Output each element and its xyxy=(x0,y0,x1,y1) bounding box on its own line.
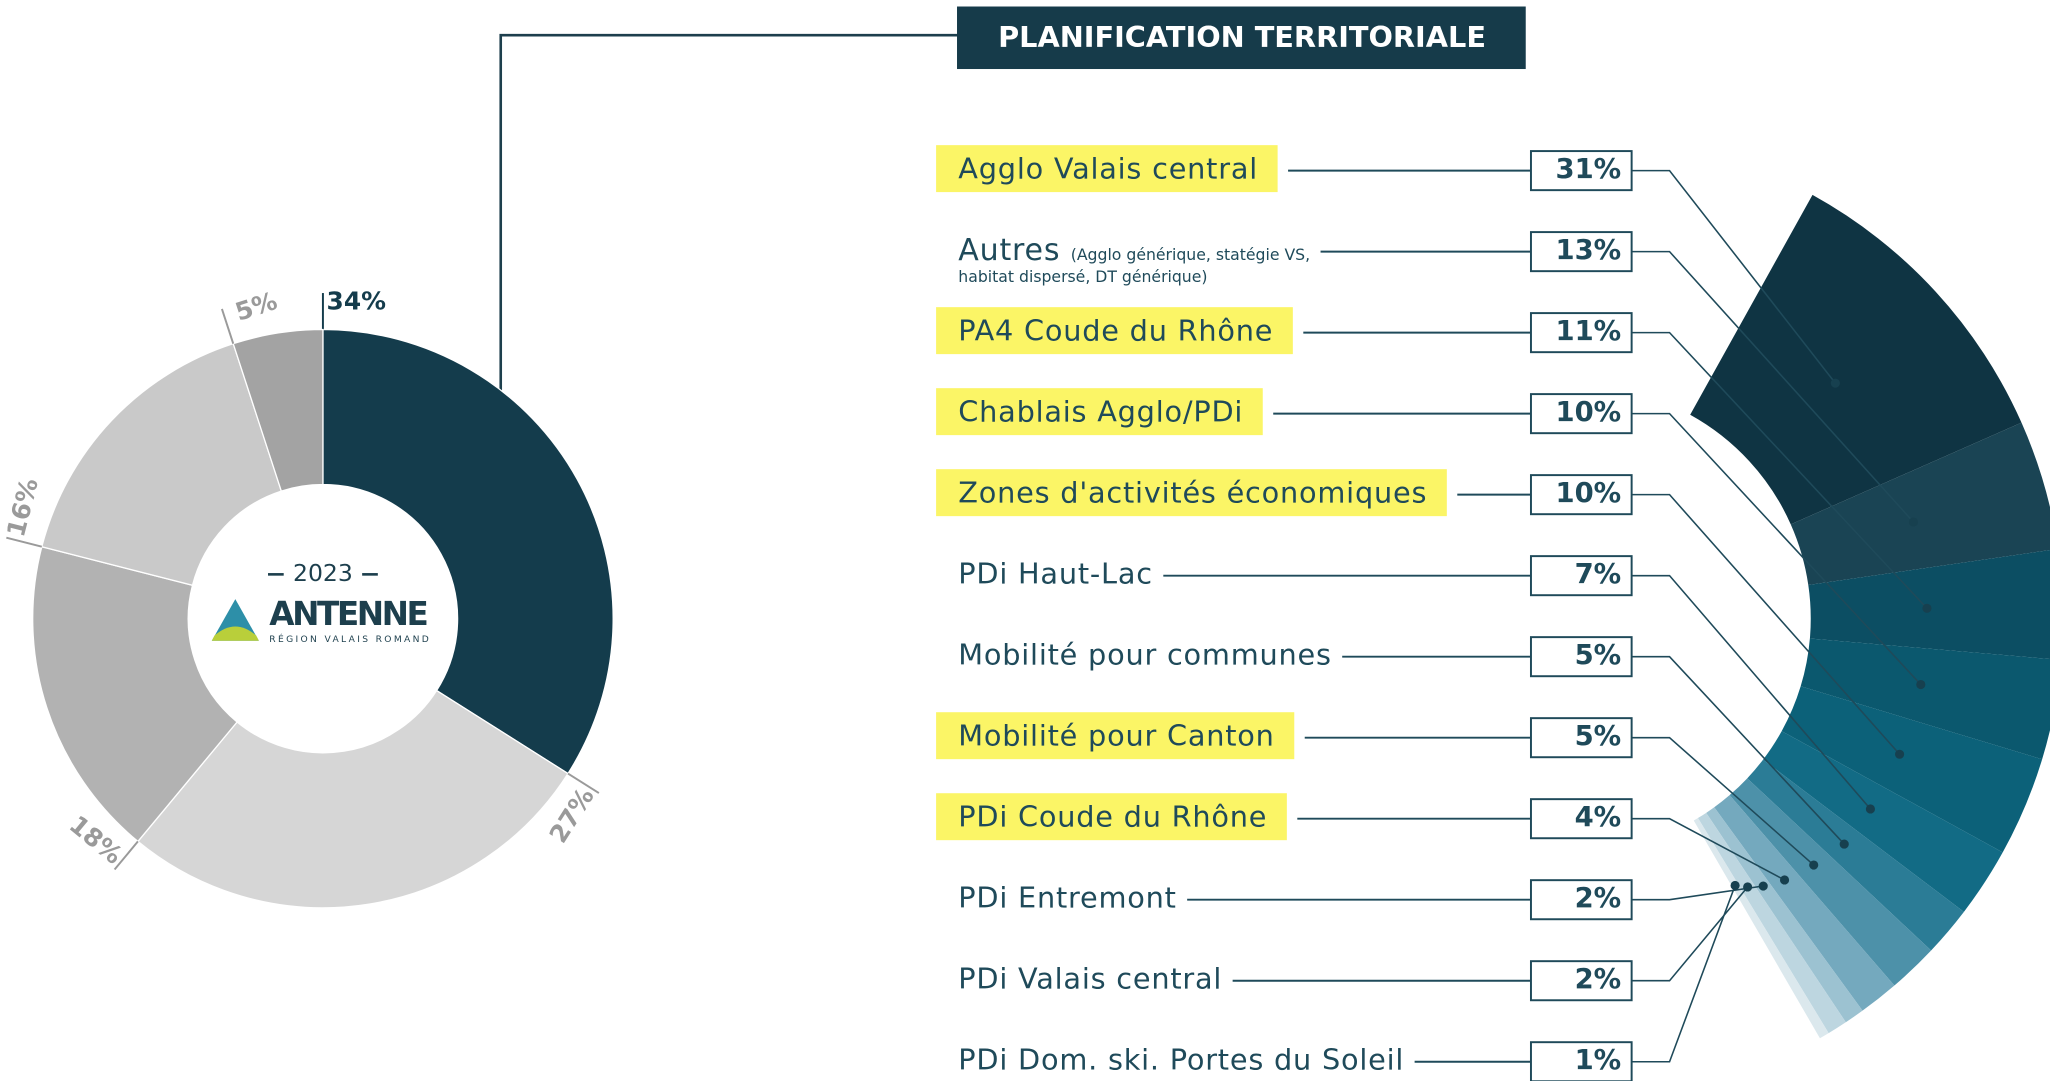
highlight xyxy=(936,712,1295,760)
leader-dot xyxy=(1839,839,1849,849)
label-tick xyxy=(113,840,139,871)
leader-dot xyxy=(1922,603,1932,613)
fan-segment xyxy=(1729,778,1932,986)
leader-line xyxy=(1631,574,1872,810)
category-label: Mobilité pour communes xyxy=(958,638,1331,672)
leader-dot xyxy=(1895,749,1905,759)
fan-segment xyxy=(1800,638,2050,760)
value-box xyxy=(1529,231,1633,273)
title-box xyxy=(957,6,1526,70)
label-tick xyxy=(567,772,600,794)
highlight xyxy=(936,388,1263,436)
leader-line xyxy=(1631,493,1901,755)
fan-segment xyxy=(1790,422,2050,586)
leader-line xyxy=(1631,655,1845,845)
logo-subtitle: RÉGION VALAIS ROMAND xyxy=(269,633,429,645)
value-label: 10% xyxy=(1555,397,1621,428)
leader-line xyxy=(1631,331,1928,609)
leader-dot xyxy=(1865,804,1876,814)
highlight xyxy=(936,145,1278,193)
highlight xyxy=(936,307,1293,355)
fan-segment xyxy=(1693,818,1829,1039)
category-label: PDi Coude du Rhône xyxy=(958,800,1267,834)
value-label: 5% xyxy=(1575,721,1622,752)
value-box xyxy=(1529,798,1633,840)
leader-line xyxy=(1631,817,1785,881)
logo-mark xyxy=(211,626,259,641)
value-box xyxy=(1529,1041,1633,1081)
leader-dot xyxy=(1809,860,1819,870)
fan-segment xyxy=(1747,759,1964,951)
leader-dot xyxy=(1758,881,1768,891)
value-label: 31% xyxy=(1555,154,1621,185)
leader-line xyxy=(1631,886,1749,982)
fan-segment xyxy=(1697,812,1846,1034)
leader-dot xyxy=(1730,880,1740,891)
value-label: 16% xyxy=(1,475,44,540)
value-label: 1% xyxy=(1575,1045,1622,1076)
leader-line xyxy=(1631,736,1815,866)
value-label: 34% xyxy=(327,287,387,316)
donut-hole xyxy=(188,484,458,753)
center-label: 2023 xyxy=(293,559,353,587)
category-note: habitat dispersé, DT générique) xyxy=(958,267,1207,286)
value-box xyxy=(1529,312,1633,354)
category-label: PDi Haut-Lac xyxy=(958,557,1153,591)
leader-dot xyxy=(1830,378,1840,388)
fan-segment xyxy=(1706,807,1863,1023)
leader-line xyxy=(1631,885,1736,1063)
title: PLANIFICATION TERRITORIALE xyxy=(998,20,1486,54)
fan-segment xyxy=(1763,731,2003,912)
category-label: Autres xyxy=(958,233,1060,268)
category-label: PDi Dom. ski. Portes du Soleil xyxy=(958,1043,1404,1077)
value-label: 2% xyxy=(1575,964,1622,995)
label-tick xyxy=(6,536,43,548)
leader-line xyxy=(1631,885,1764,901)
donut-segment xyxy=(232,328,324,492)
value-label: 11% xyxy=(1555,316,1621,347)
leader-dot xyxy=(1743,882,1753,892)
category-note: (Agglo générique, statégie VS, xyxy=(1071,245,1310,264)
category-label: Mobilité pour Canton xyxy=(958,719,1274,753)
value-label: 4% xyxy=(1575,802,1622,833)
category-label: Chablais Agglo/PDi xyxy=(958,395,1243,429)
leader-dot xyxy=(1779,875,1790,885)
logo-name: ANTENNE xyxy=(269,595,429,633)
value-label: 13% xyxy=(1555,235,1621,266)
leader-dot xyxy=(1916,679,1926,690)
value-label: 5% xyxy=(232,286,281,327)
connector xyxy=(499,33,959,463)
category-label: Agglo Valais central xyxy=(958,152,1258,186)
leader-dot xyxy=(1908,517,1918,527)
value-box xyxy=(1529,474,1633,516)
value-box xyxy=(1529,960,1633,1002)
category-label: PDi Entremont xyxy=(958,881,1176,915)
category-label: Zones d'activités économiques xyxy=(958,476,1427,510)
value-label: 5% xyxy=(1575,640,1622,671)
fan-segment xyxy=(1781,686,2043,853)
category-label: PDi Valais central xyxy=(958,962,1222,996)
value-box xyxy=(1529,879,1633,921)
value-label: 2% xyxy=(1575,883,1622,914)
leader-line xyxy=(1631,169,1836,384)
value-label: 7% xyxy=(1575,559,1622,590)
fan-segment xyxy=(1714,795,1895,1011)
value-label: 10% xyxy=(1555,478,1621,509)
value-box xyxy=(1529,555,1633,597)
fan-segment xyxy=(1690,194,2022,525)
label-tick xyxy=(220,308,235,344)
leader-line xyxy=(1631,250,1914,523)
highlight xyxy=(936,469,1447,517)
category-label: PA4 Coude du Rhône xyxy=(958,314,1273,348)
value-box xyxy=(1529,636,1633,678)
highlight xyxy=(936,793,1287,841)
leader-line xyxy=(1631,412,1922,686)
